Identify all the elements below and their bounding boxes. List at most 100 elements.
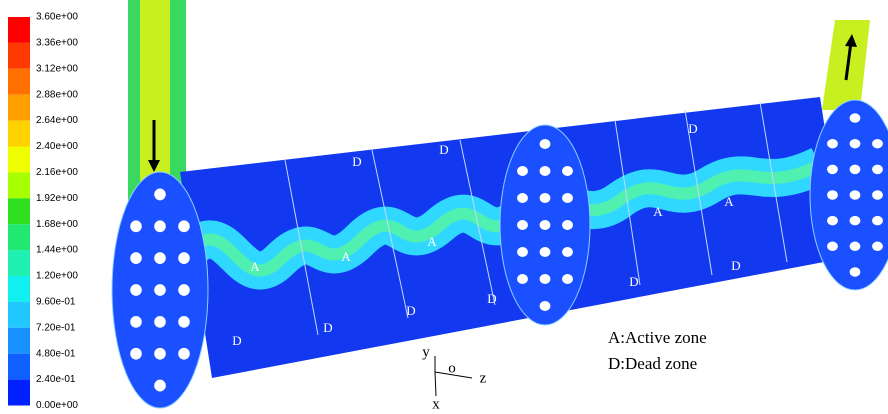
- axis-z: z: [480, 370, 487, 386]
- plate-hole: [130, 316, 142, 328]
- plate-hole: [130, 220, 142, 232]
- plate-hole: [540, 166, 551, 176]
- colorbar-swatch: [8, 198, 30, 224]
- plate-hole: [130, 252, 142, 264]
- zone-marker: D: [406, 303, 415, 318]
- zone-marker: D: [629, 274, 638, 289]
- plate-hole: [540, 301, 551, 311]
- zone-marker: A: [724, 194, 734, 209]
- zone-marker: A: [250, 259, 260, 274]
- plate-hole: [872, 190, 883, 200]
- colorbar-label: 1.92e+00: [36, 193, 78, 204]
- plate-hole: [827, 216, 838, 226]
- plate-hole: [540, 247, 551, 257]
- plate-hole: [517, 193, 528, 203]
- plate-hole: [827, 165, 838, 175]
- colorbar-label: 7.20e-01: [36, 322, 76, 333]
- zone-marker: D: [731, 258, 740, 273]
- zone-marker: D: [439, 142, 448, 157]
- zone-marker: D: [323, 320, 332, 335]
- colorbar-swatch: [8, 17, 30, 43]
- plate-hole: [850, 165, 861, 175]
- plate-hole: [850, 113, 861, 123]
- zone-marker: D: [688, 121, 697, 136]
- legend-dead: D:Dead zone: [608, 354, 697, 373]
- axis-y: y: [422, 344, 430, 360]
- plate-hole: [540, 193, 551, 203]
- colorbar-swatch: [8, 43, 30, 69]
- plate-hole: [178, 284, 190, 296]
- colorbar-swatch: [8, 147, 30, 173]
- colorbar-label: 2.16e+00: [36, 167, 78, 178]
- colorbar-swatch: [8, 380, 30, 406]
- colorbar-label: 2.88e+00: [36, 89, 78, 100]
- axis-x: x: [432, 396, 440, 412]
- colorbar-label: 2.64e+00: [36, 115, 78, 126]
- plate-hole: [872, 242, 883, 252]
- plate-hole: [517, 274, 528, 284]
- colorbar-swatch: [8, 95, 30, 121]
- colorbar-swatch: [8, 224, 30, 250]
- colorbar-swatch: [8, 328, 30, 354]
- plate-hole: [827, 190, 838, 200]
- plate-hole: [872, 165, 883, 175]
- plate-hole: [540, 274, 551, 284]
- plate-hole: [850, 190, 861, 200]
- colorbar-label: 2.40e-01: [36, 374, 76, 385]
- plate-hole: [154, 380, 166, 392]
- plate-hole: [154, 189, 166, 201]
- plate-hole: [872, 216, 883, 226]
- plate-hole: [178, 316, 190, 328]
- plate-hole: [517, 166, 528, 176]
- colorbar-label: 1.20e+00: [36, 271, 78, 282]
- colorbar-label: 1.68e+00: [36, 219, 78, 230]
- plate-hole: [562, 193, 573, 203]
- plate-hole: [562, 220, 573, 230]
- plate-hole: [178, 220, 190, 232]
- plate-hole: [827, 139, 838, 149]
- plate-hole: [850, 242, 861, 252]
- plate-hole: [562, 247, 573, 257]
- heat-exchanger: [112, 0, 888, 408]
- colorbar-label: 1.44e+00: [36, 245, 78, 256]
- plate-hole: [540, 139, 551, 149]
- outlet-pipe: [822, 20, 870, 110]
- zone-marker: A: [427, 234, 437, 249]
- plate-hole: [130, 348, 142, 360]
- plate-hole: [850, 139, 861, 149]
- plate-hole: [130, 284, 142, 296]
- colorbar-label: 4.80e-01: [36, 348, 76, 359]
- axis-triad: y o z x: [422, 344, 486, 412]
- colorbar-label: 0.00e+00: [36, 400, 78, 411]
- plate-hole: [154, 220, 166, 232]
- plate-hole: [562, 166, 573, 176]
- colorbar-swatch: [8, 69, 30, 95]
- plate-hole: [178, 348, 190, 360]
- plate-hole: [517, 247, 528, 257]
- colorbar-label: 2.40e+00: [36, 141, 78, 152]
- colorbar-swatch: [8, 354, 30, 380]
- plate-hole: [872, 139, 883, 149]
- plate-hole: [540, 220, 551, 230]
- colorbar-label: 9.60e-01: [36, 297, 76, 308]
- axis-x-line: [435, 372, 436, 396]
- colorbar-swatch: [8, 250, 30, 276]
- legend-active: A:Active zone: [608, 328, 707, 347]
- colorbar-label: 3.60e+00: [36, 12, 78, 23]
- zone-marker: A: [341, 249, 351, 264]
- colorbar-label: 3.12e+00: [36, 63, 78, 74]
- plate-hole: [850, 216, 861, 226]
- colorbar-swatch: [8, 121, 30, 147]
- zone-marker: D: [487, 291, 496, 306]
- plate-hole: [178, 252, 190, 264]
- plate-hole: [517, 220, 528, 230]
- colorbar-swatch: [8, 172, 30, 198]
- figure: A:Active zone D:Dead zone y o z x 3.60e+…: [0, 0, 888, 414]
- colorbar-label: 3.36e+00: [36, 38, 78, 49]
- plate-hole: [154, 252, 166, 264]
- zone-marker: A: [653, 204, 663, 219]
- zone-marker: D: [352, 154, 361, 169]
- plate-hole: [827, 242, 838, 252]
- zone-marker: D: [232, 333, 241, 348]
- plate-hole: [154, 348, 166, 360]
